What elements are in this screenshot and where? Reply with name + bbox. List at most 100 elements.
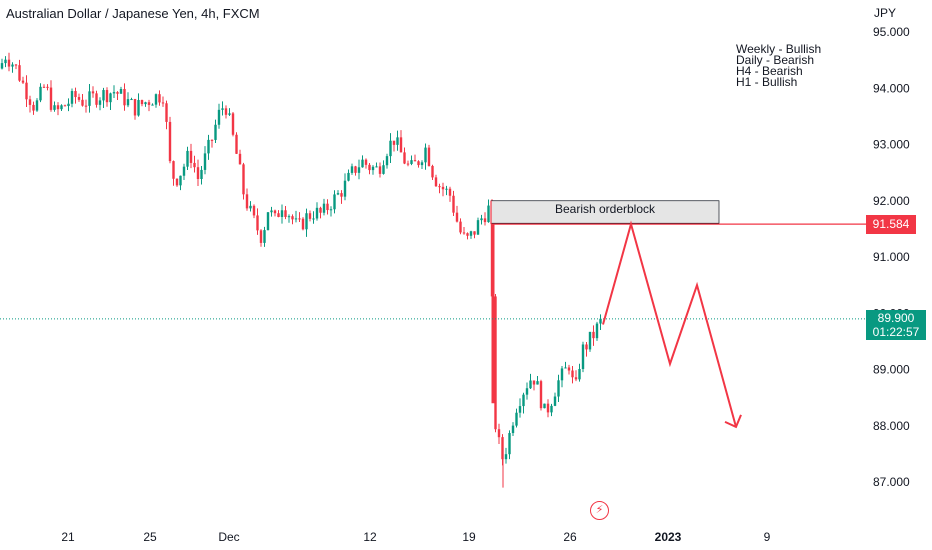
level-price-tag: 91.584 — [866, 215, 916, 234]
candle-body — [448, 188, 452, 196]
candle-body — [126, 99, 130, 106]
candle-body — [105, 90, 109, 103]
drop-candle — [491, 209, 495, 404]
candle-body — [336, 193, 340, 195]
orderblock-label: Bearish orderblock — [554, 202, 656, 216]
candle-body — [347, 172, 350, 181]
candle-body — [497, 429, 501, 438]
candle-body — [112, 92, 116, 94]
candles-group — [0, 52, 602, 488]
candle-body — [193, 162, 196, 168]
candle-body — [182, 166, 186, 176]
candle-body — [298, 218, 301, 220]
candle-body — [7, 59, 11, 67]
candle-body — [221, 108, 224, 110]
candle-body — [217, 109, 221, 125]
candle-body — [151, 104, 154, 106]
candle-body — [305, 213, 308, 230]
candle-body — [354, 166, 357, 173]
candle-body — [203, 153, 207, 170]
candle-body — [389, 140, 392, 157]
candle-body — [88, 91, 91, 106]
bar-countdown: 01:22:57 — [872, 325, 920, 339]
candle-body — [329, 209, 333, 211]
candle-body — [39, 86, 42, 101]
candle-body — [270, 210, 273, 213]
candle-body — [483, 218, 487, 223]
candle-body — [109, 93, 112, 103]
current-price-value: 89.900 — [877, 311, 915, 325]
candle-body — [350, 166, 354, 173]
candle-body — [361, 159, 364, 168]
candle-body — [74, 91, 77, 98]
candle-body — [242, 164, 245, 195]
y-tick-label: 94.000 — [873, 81, 910, 95]
candle-body — [144, 102, 147, 105]
candle-body — [301, 218, 305, 230]
candle-body — [186, 150, 189, 167]
candle-body — [543, 403, 546, 409]
candle-body — [441, 186, 445, 190]
candle-body — [49, 87, 53, 110]
candle-body — [119, 88, 123, 94]
note-h4: H4 - Bearish — [736, 64, 803, 78]
candle-body — [277, 213, 280, 217]
candle-body — [487, 205, 490, 223]
candle-body — [25, 82, 28, 100]
candle-body — [357, 167, 361, 173]
candle-body — [81, 99, 84, 106]
candle-body — [343, 180, 347, 197]
candle-body — [210, 139, 214, 141]
candle-body — [70, 91, 74, 104]
candle-body — [263, 230, 266, 243]
candle-body — [312, 218, 315, 220]
candle-body — [294, 218, 298, 220]
candle-body — [179, 175, 182, 186]
candle-body — [578, 369, 581, 380]
candle-body — [147, 102, 151, 105]
candle-body — [406, 163, 410, 165]
candle-body — [396, 137, 399, 145]
candle-body — [11, 64, 14, 67]
lightning-icon[interactable]: ⚡ — [590, 501, 609, 520]
candle-body — [455, 212, 459, 222]
candle-body — [280, 210, 284, 217]
candle-body — [28, 99, 32, 105]
candle-body — [567, 367, 571, 371]
x-tick-label: 26 — [563, 530, 577, 544]
candle-body — [32, 104, 35, 111]
currency-label: JPY — [874, 6, 897, 20]
candle-body — [550, 405, 553, 413]
candle-body — [588, 331, 592, 350]
candle-body — [130, 99, 133, 101]
candle-body — [473, 231, 476, 235]
candle-body — [266, 212, 270, 231]
candle-body — [571, 370, 574, 378]
candle-body — [399, 137, 403, 153]
candle-body — [315, 207, 319, 219]
candle-body — [140, 100, 144, 105]
candle-body — [308, 213, 312, 219]
candle-body — [392, 140, 396, 145]
candle-body — [123, 88, 126, 106]
candle-body — [546, 403, 550, 413]
candle-body — [95, 93, 98, 105]
projection-arrow-icon — [724, 414, 742, 429]
candle-body — [98, 100, 102, 105]
candle-body — [46, 86, 49, 88]
candle-body — [252, 205, 256, 216]
candle-body — [364, 159, 368, 165]
y-tick-label: 93.000 — [873, 138, 910, 152]
candle-body — [168, 121, 172, 162]
bias-notes: Weekly - Bullish Daily - Bearish H4 - Be… — [736, 43, 821, 88]
projection-path[interactable] — [602, 220, 737, 428]
candle-body — [427, 147, 431, 166]
candle-body — [403, 152, 406, 164]
x-tick-label: Dec — [218, 530, 239, 544]
candle-body — [224, 108, 228, 115]
candle-body — [67, 103, 70, 107]
candle-body — [214, 124, 217, 140]
candle-body — [382, 165, 385, 174]
candle-body — [165, 103, 168, 122]
candle-body — [378, 166, 382, 174]
